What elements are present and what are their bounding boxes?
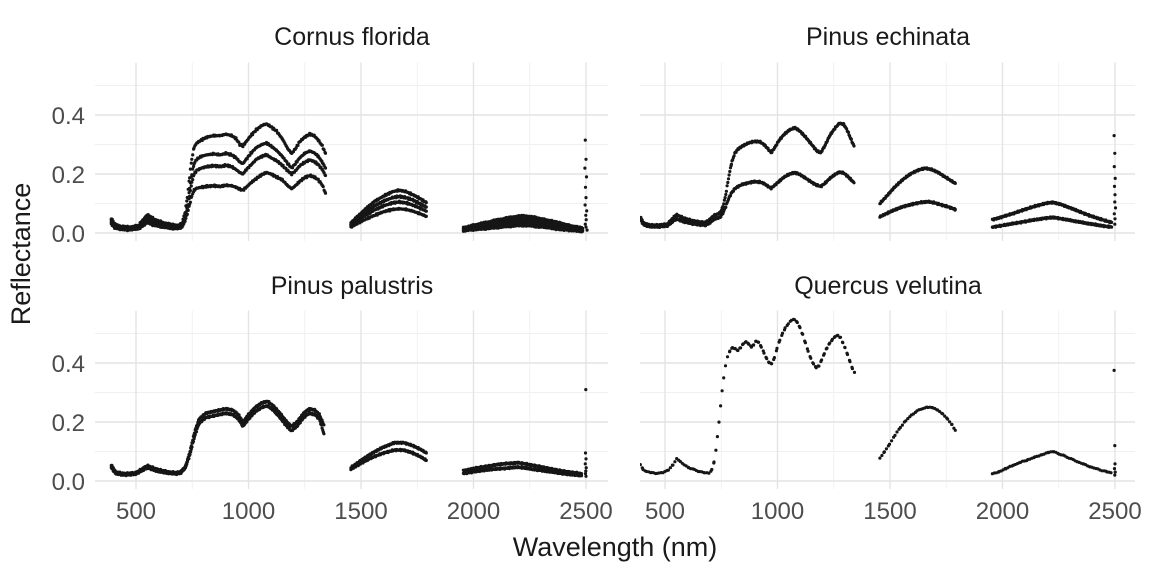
noise-point: [1113, 470, 1117, 474]
noise-point: [584, 469, 588, 473]
noise-point: [584, 218, 588, 222]
facet-title-pinus-palustris: Pinus palustris: [270, 272, 434, 300]
noise-point: [583, 203, 587, 207]
x-tick-label: 2500: [1088, 498, 1141, 525]
noise-point: [1113, 217, 1117, 221]
noise-point: [1112, 368, 1116, 372]
x-tick-label: 500: [116, 498, 156, 525]
x-tick-label: 1000: [751, 498, 804, 525]
x-tick-label: 2000: [447, 498, 500, 525]
noise-point: [583, 166, 587, 170]
panel-quercus-velutina: [640, 310, 1135, 489]
noise-point: [584, 213, 588, 217]
x-tick-label: 1500: [863, 498, 916, 525]
noise-point: [584, 225, 588, 229]
spectra-points: [640, 317, 1117, 477]
y-tick-label: 0.2: [52, 410, 85, 437]
noise-point: [1112, 184, 1117, 188]
noise-point: [1112, 165, 1116, 169]
noise-point: [1113, 473, 1117, 477]
axis-tick-labels: 500 1000 1500 2000 2500 500 1000 1500 2000 2500 0.…: [52, 103, 1142, 525]
spectra-points: [640, 121, 1118, 229]
noise-point: [583, 472, 588, 476]
y-tick-label: 0.4: [52, 351, 85, 378]
noise-point: [1113, 193, 1117, 197]
facet-title-cornus-florida: Cornus florida: [274, 23, 430, 51]
facet-title-quercus-velutina: Quercus velutina: [794, 272, 982, 300]
x-tick-label: 1000: [222, 498, 275, 525]
noise-point: [1113, 176, 1117, 180]
noise-point: [583, 138, 587, 142]
noise-point: [1113, 206, 1118, 210]
x-tick-label: 500: [645, 498, 685, 525]
y-tick-label: 0.2: [52, 162, 85, 189]
facet-title-pinus-echinata: Pinus echinata: [805, 23, 971, 51]
x-tick-label: 1500: [334, 498, 387, 525]
noise-point: [583, 462, 587, 466]
noise-point: [584, 196, 588, 200]
y-tick-label: 0.0: [52, 469, 85, 496]
y-tick-label: 0.4: [52, 103, 85, 130]
panel-cornus-florida: [95, 62, 608, 241]
noise-point: [583, 451, 588, 455]
spectra-points: [109, 388, 588, 478]
gridlines: [95, 310, 608, 489]
panel-pinus-palustris: [95, 310, 608, 489]
x-axis-title: Wavelength (nm): [512, 532, 718, 562]
x-tick-label: 2500: [559, 498, 612, 525]
noise-point: [1113, 444, 1117, 448]
noise-point: [1113, 200, 1117, 204]
noise-point: [585, 228, 589, 232]
noise-point: [1112, 467, 1117, 471]
noise-point: [1113, 151, 1117, 155]
gridlines: [95, 62, 608, 241]
y-axis-title: Reflectance: [6, 182, 36, 326]
panel-pinus-echinata: [640, 62, 1135, 241]
noise-point: [584, 388, 588, 392]
noise-point: [584, 466, 588, 470]
spectra-points: [109, 122, 589, 234]
noise-point: [1112, 134, 1116, 138]
noise-point: [1112, 212, 1116, 216]
noise-point: [583, 222, 587, 226]
noise-point: [584, 157, 588, 161]
noise-point: [584, 457, 588, 461]
noise-point: [583, 185, 588, 189]
noise-point: [1113, 462, 1117, 466]
noise-point: [585, 209, 589, 213]
noise-point: [1113, 222, 1117, 226]
gridlines: [640, 62, 1135, 241]
y-tick-label: 0.0: [52, 221, 85, 248]
noise-point: [584, 474, 588, 478]
noise-point: [584, 175, 589, 179]
x-tick-label: 2000: [976, 498, 1029, 525]
